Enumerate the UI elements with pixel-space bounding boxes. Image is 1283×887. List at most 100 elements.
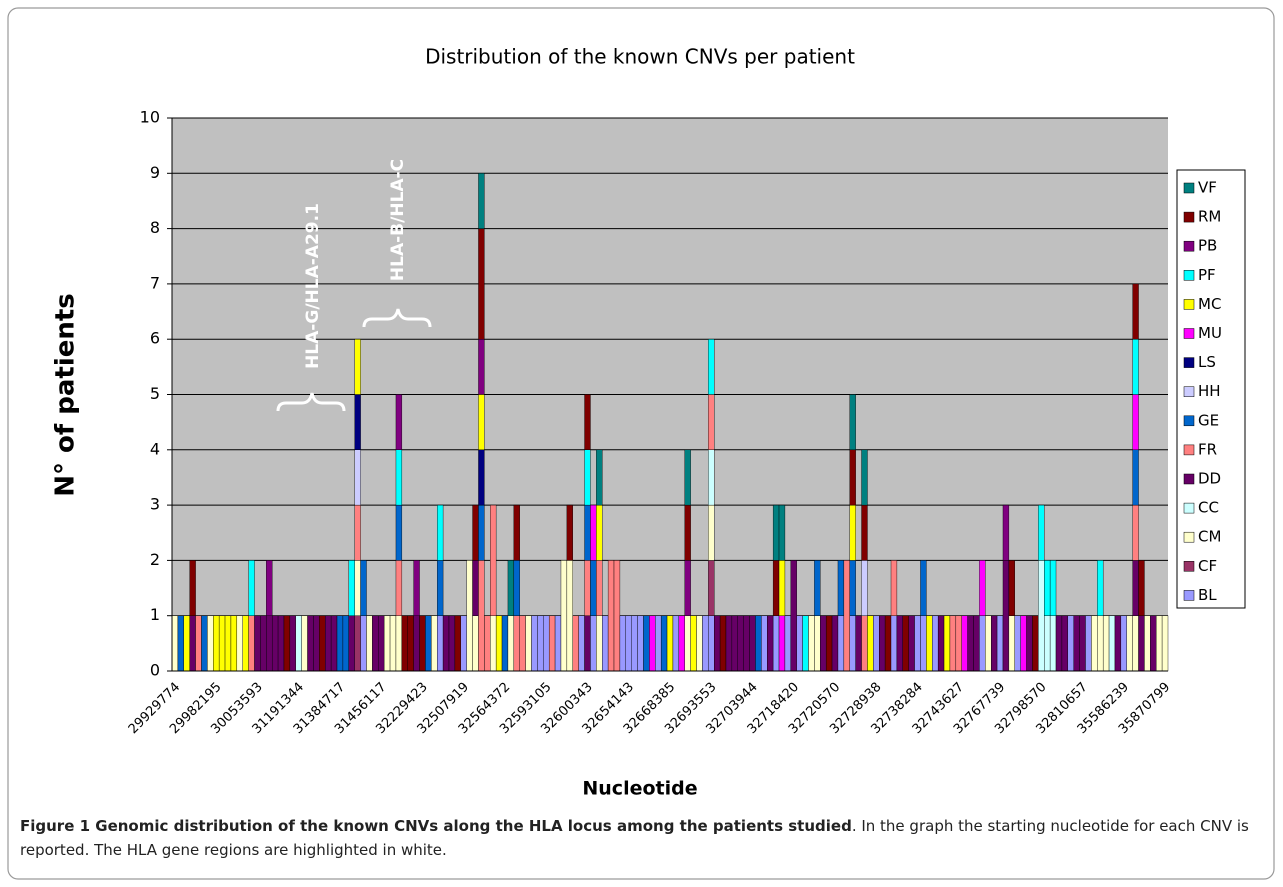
legend-swatch	[1183, 299, 1195, 310]
y-axis-label: N° of patients	[51, 293, 81, 497]
bar-segment	[572, 615, 579, 672]
caption-text: . In the graph the starting nucleotide f…	[20, 817, 1249, 859]
bar-segment	[454, 615, 461, 672]
bar-segment	[484, 615, 491, 672]
legend-label: MC	[1198, 295, 1221, 313]
bar-segment	[660, 615, 668, 672]
bar-segment	[702, 615, 709, 672]
bar-segment	[1073, 615, 1080, 672]
bar-segment	[808, 615, 815, 672]
bar-segment	[395, 560, 403, 616]
bar-segment	[696, 615, 703, 672]
bar-segment	[1097, 560, 1104, 616]
bar-segment	[1091, 615, 1098, 672]
annotation: HLA-B/HLA-C	[388, 159, 408, 281]
bar-segment	[354, 449, 361, 506]
bar-segment	[519, 615, 526, 672]
legend-label: FR	[1198, 440, 1217, 458]
bar-segment	[495, 615, 503, 672]
bar-segment	[708, 394, 715, 450]
bar-segment	[867, 615, 874, 672]
bar-segment	[613, 560, 621, 672]
bar-segment	[348, 560, 355, 616]
legend-swatch	[1183, 415, 1195, 427]
bar-segment	[513, 615, 520, 672]
bar-segment	[1161, 615, 1169, 672]
bar-segment	[932, 615, 939, 672]
bar-segment	[725, 615, 733, 672]
bar-segment	[1138, 615, 1145, 672]
bar-segment	[849, 504, 856, 561]
y-tick-label: 5	[150, 384, 160, 403]
bar-segment	[472, 560, 479, 616]
bar-segment	[283, 615, 291, 672]
bar-segment	[837, 560, 845, 616]
bar-segment	[1038, 504, 1045, 561]
bar-segment	[578, 615, 585, 672]
bar-segment	[383, 615, 391, 672]
bar-segment	[560, 560, 568, 672]
bar-segment	[772, 615, 780, 672]
legend-label: PF	[1198, 266, 1216, 284]
bar-segment	[655, 615, 662, 672]
bar-segment	[961, 615, 968, 672]
legend-swatch	[1183, 502, 1195, 514]
bar-segment	[395, 504, 403, 561]
bar-segment	[778, 560, 786, 616]
legend-swatch	[1183, 561, 1195, 572]
bar-segment	[637, 615, 644, 672]
bar-segment	[973, 615, 980, 672]
bar-segment	[1002, 560, 1010, 672]
bar-segment	[949, 615, 957, 672]
bar-segment	[861, 560, 868, 616]
bars	[171, 173, 1169, 672]
bar-segment	[849, 449, 856, 506]
bar-segment	[643, 615, 650, 672]
bar-segment	[708, 339, 715, 395]
bar-segment	[937, 615, 945, 672]
bar-segment	[1079, 615, 1086, 672]
bar-segment	[996, 615, 1004, 672]
bar-segment	[1132, 394, 1139, 450]
bar-segment	[213, 615, 220, 672]
x-axis-label: Nucleotide	[582, 778, 697, 800]
y-tick-label: 1	[150, 605, 160, 624]
bar-segment	[778, 504, 786, 561]
bar-segment	[407, 615, 414, 672]
bar-segment	[684, 449, 691, 506]
bar-segment	[584, 504, 591, 561]
bar-segment	[584, 615, 591, 672]
bar-segment	[684, 504, 691, 561]
bar-segment	[890, 560, 898, 616]
bar-segment	[772, 560, 780, 616]
bar-segment	[755, 615, 762, 672]
bar-segment	[590, 504, 597, 561]
bar-segment	[1020, 615, 1027, 672]
bar-segment	[431, 615, 438, 672]
bar-segment	[478, 504, 485, 561]
bar-segment	[619, 615, 626, 672]
bar-segment	[218, 615, 226, 672]
bar-segment	[1102, 615, 1110, 672]
bar-segment	[354, 504, 361, 561]
bar-segment	[814, 560, 821, 616]
bar-segment	[189, 615, 196, 672]
bar-segment	[849, 560, 856, 616]
bar-segment	[248, 560, 255, 616]
bar-segment	[861, 449, 868, 506]
bar-segment	[731, 615, 738, 672]
bar-segment	[1126, 615, 1133, 672]
legend-label: LS	[1198, 353, 1216, 371]
bar-segment	[395, 449, 403, 506]
y-tick-label: 4	[150, 439, 160, 458]
bar-segment	[277, 615, 285, 672]
bar-segment	[419, 615, 426, 672]
bar-segment	[990, 615, 998, 672]
bar-segment	[478, 394, 485, 450]
brace	[362, 308, 432, 328]
bar-segment	[920, 615, 927, 672]
legend-swatch	[1183, 444, 1195, 456]
legend-swatch	[1183, 328, 1195, 339]
bar-segment	[460, 615, 467, 672]
bar-segment	[708, 615, 715, 672]
